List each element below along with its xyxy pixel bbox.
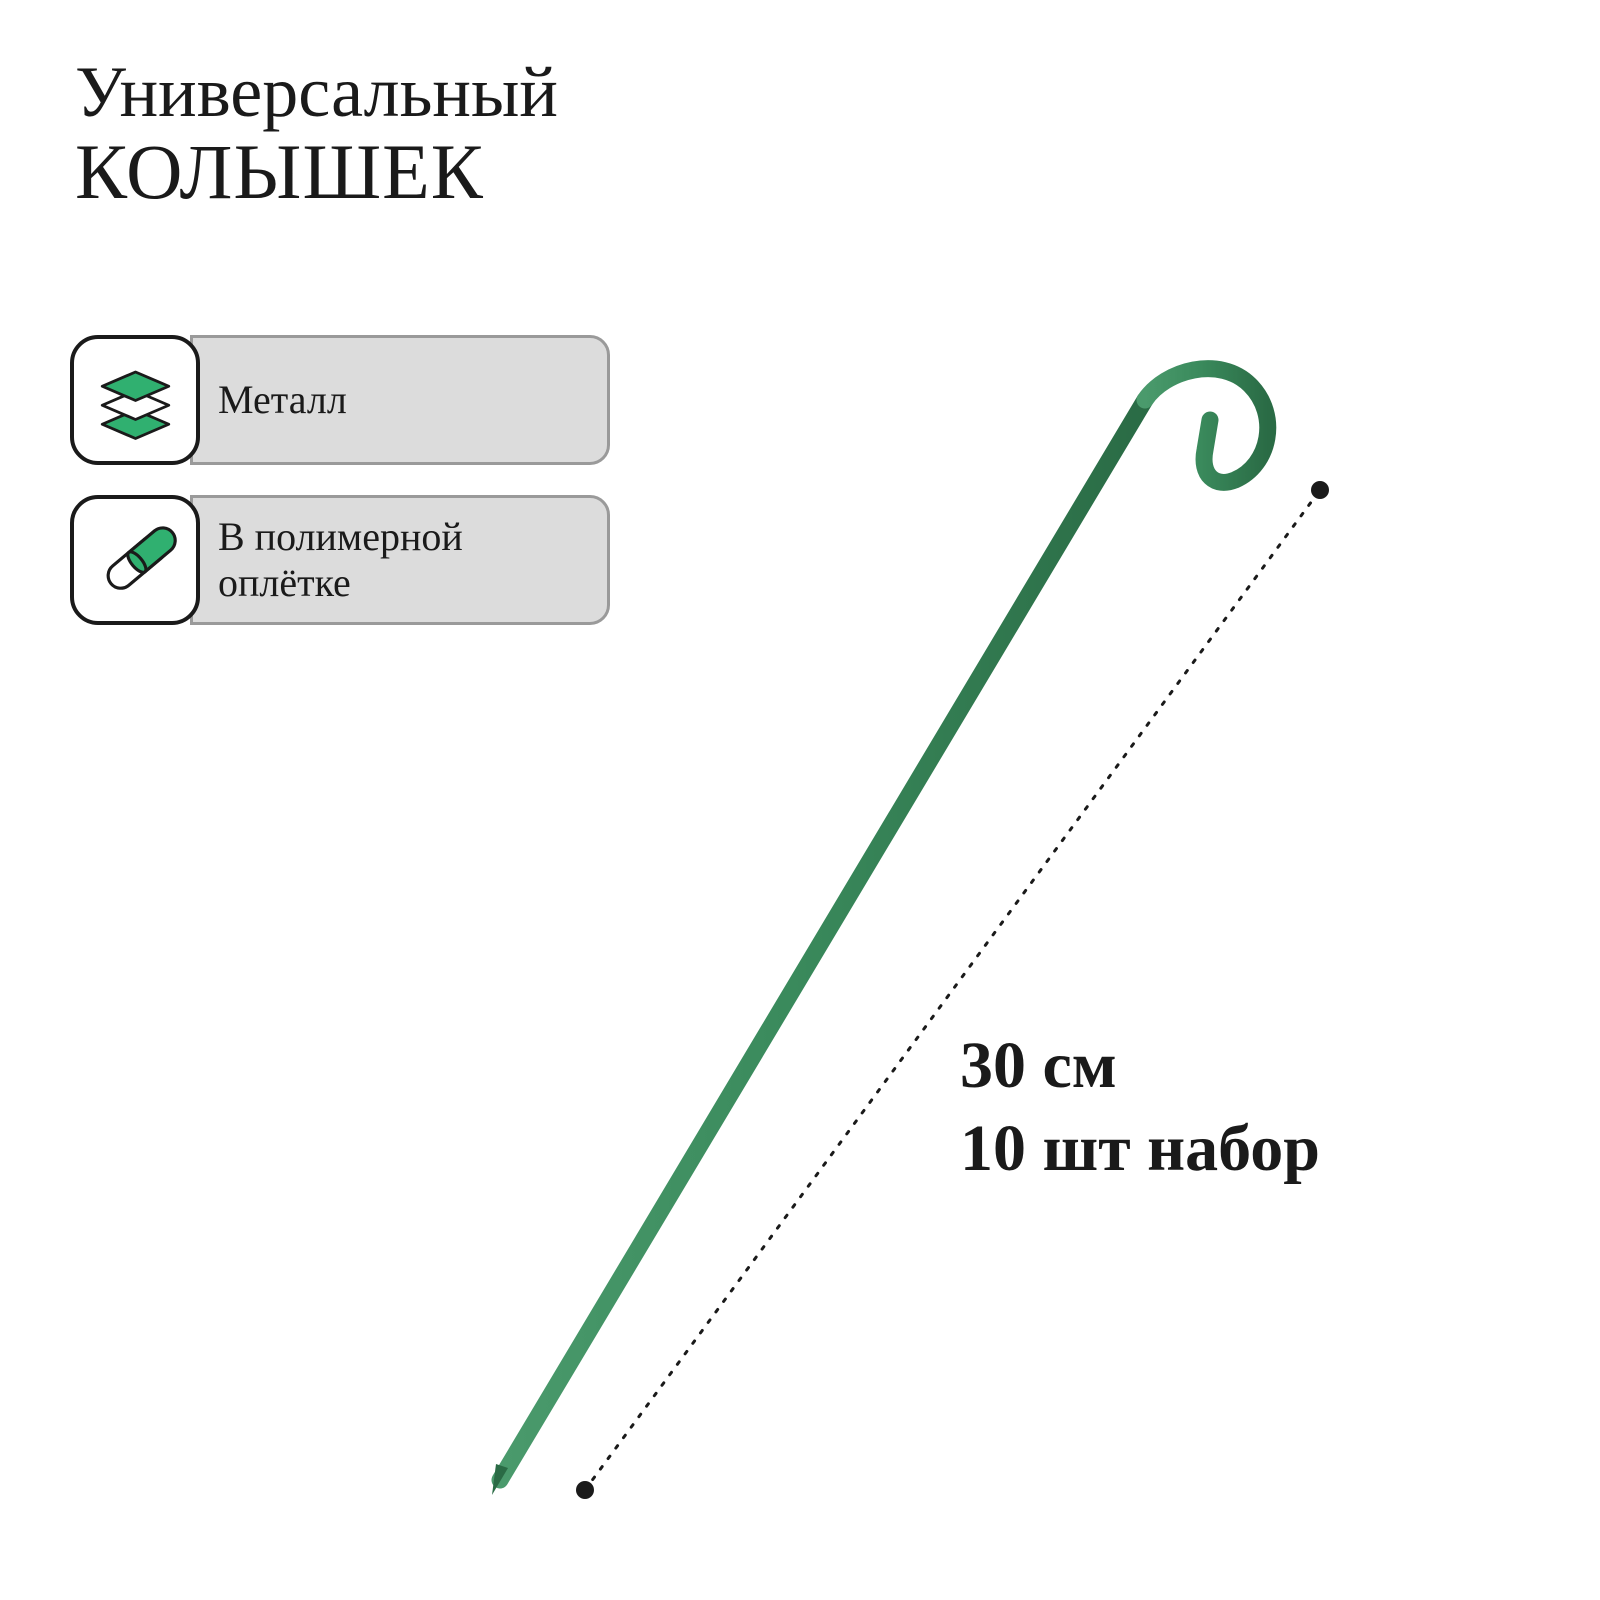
coating-icon-box (70, 495, 200, 625)
dimension-quantity: 10 шт набор (960, 1108, 1320, 1191)
stake-body (492, 369, 1268, 1495)
title-line-2: КОЛЫШЕК (75, 131, 558, 213)
dimension-text: 30 см 10 шт набор (960, 1025, 1320, 1190)
material-icon-box (70, 335, 200, 465)
badge-material-text: Металл (218, 377, 347, 423)
coated-cylinder-icon (83, 508, 188, 613)
dimension-line (576, 481, 1329, 1499)
dimension-length: 30 см (960, 1025, 1320, 1108)
layers-icon (88, 353, 183, 448)
product-title: Универсальный КОЛЫШЕК (75, 55, 558, 212)
title-line-1: Универсальный (75, 55, 558, 131)
stake-illustration (430, 300, 1380, 1500)
